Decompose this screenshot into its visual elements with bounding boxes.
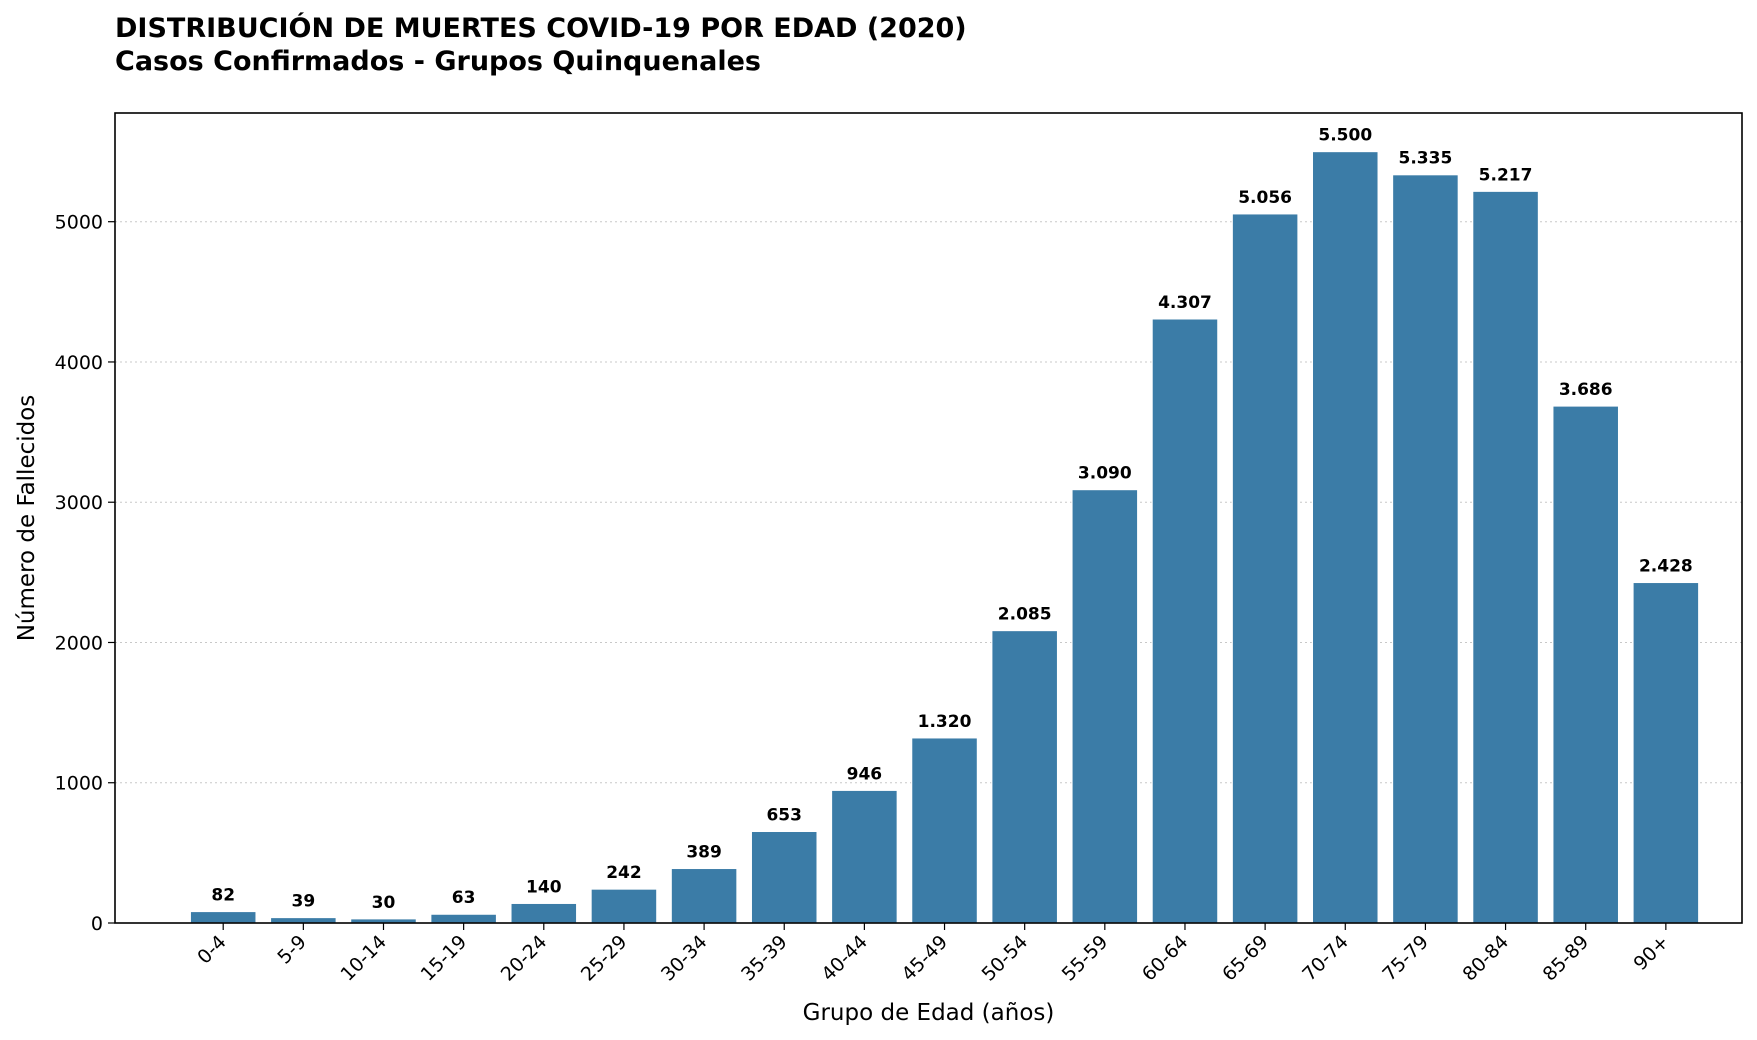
bar-15-19 — [430, 913, 498, 924]
x-tick-label: 0-4 — [193, 931, 231, 969]
bar-5-9 — [269, 916, 337, 924]
bar-75-79 — [1391, 174, 1459, 924]
x-tick-label: 65-69 — [1218, 931, 1273, 986]
chart-subtitle: Casos Confirmados - Grupos Quinquenales — [115, 46, 761, 77]
y-tick-label: 1000 — [55, 773, 103, 795]
bar-50-54 — [991, 629, 1059, 924]
bar-45-49 — [911, 737, 978, 924]
x-tick-label: 70-74 — [1298, 931, 1353, 986]
bar-25-29 — [590, 888, 658, 924]
x-tick-label: 45-49 — [897, 931, 952, 986]
bar-value-label: 653 — [766, 805, 802, 825]
x-tick-label: 5-9 — [273, 931, 311, 969]
x-tick-label: 15-19 — [417, 931, 472, 986]
x-tick-label: 35-39 — [737, 931, 792, 986]
bar-65-69 — [1231, 213, 1299, 924]
bar-value-label: 2.085 — [998, 605, 1052, 625]
y-tick-label: 3000 — [55, 492, 103, 514]
bar-value-label: 3.090 — [1078, 464, 1132, 484]
x-tick-label: 25-29 — [577, 931, 632, 986]
bar-80-84 — [1472, 190, 1540, 924]
bar-value-label: 82 — [211, 885, 235, 905]
bar-60-64 — [1151, 318, 1219, 924]
bar-value-label: 5.500 — [1318, 126, 1372, 146]
bar-value-label: 5.056 — [1238, 188, 1292, 208]
x-tick-label: 30-34 — [657, 931, 712, 986]
y-tick-label: 0 — [91, 913, 103, 935]
bar-70-74 — [1311, 150, 1379, 924]
bar-value-label: 946 — [847, 764, 883, 784]
bar-value-label: 39 — [292, 892, 316, 912]
x-axis-label: Grupo de Edad (años) — [803, 1000, 1055, 1026]
bar-55-59 — [1071, 488, 1139, 924]
x-tick-label: 40-44 — [817, 931, 872, 986]
y-axis-label: Número de Fallecidos — [14, 395, 40, 642]
bar-value-label: 3.686 — [1559, 380, 1613, 400]
chart-title: DISTRIBUCIÓN DE MUERTES COVID-19 POR EDA… — [115, 13, 967, 44]
bar-0-4 — [189, 910, 257, 924]
x-tick-label: 90+ — [1629, 931, 1673, 975]
bar-value-label: 30 — [372, 893, 396, 913]
bar-30-34 — [670, 867, 738, 924]
y-tick-label: 5000 — [55, 212, 103, 234]
bar-value-label: 242 — [606, 863, 642, 883]
bar-value-label: 389 — [686, 842, 722, 862]
x-tick-label: 75-79 — [1378, 931, 1433, 986]
bar-35-39 — [750, 830, 818, 924]
bar-value-label: 140 — [526, 877, 562, 897]
x-tick-label: 20-24 — [497, 931, 552, 986]
y-tick-label: 4000 — [55, 352, 103, 374]
bar-40-44 — [830, 789, 898, 924]
bar-value-label: 2.428 — [1639, 556, 1693, 576]
bar-value-label: 5.335 — [1399, 149, 1453, 169]
x-tick-label: 10-14 — [336, 931, 391, 986]
bar-value-label: 4.307 — [1158, 293, 1212, 313]
x-tick-label: 85-89 — [1539, 931, 1594, 986]
bar-85-89 — [1552, 405, 1620, 924]
x-tick-label: 60-64 — [1138, 931, 1193, 986]
x-tick-label: 50-54 — [978, 931, 1033, 986]
x-tick-label: 55-59 — [1058, 931, 1113, 986]
x-tick-label: 80-84 — [1458, 931, 1513, 986]
plot-frame — [114, 112, 1743, 924]
bar-value-label: 5.217 — [1479, 165, 1533, 185]
bar-value-label: 63 — [452, 888, 476, 908]
bar-20-24 — [510, 902, 578, 924]
bar-90+ — [1632, 581, 1700, 924]
y-tick-label: 2000 — [55, 632, 103, 654]
bar-value-label: 1.320 — [918, 712, 972, 732]
